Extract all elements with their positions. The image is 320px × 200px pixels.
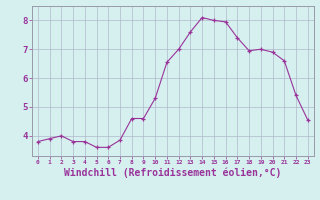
X-axis label: Windchill (Refroidissement éolien,°C): Windchill (Refroidissement éolien,°C): [64, 168, 282, 178]
